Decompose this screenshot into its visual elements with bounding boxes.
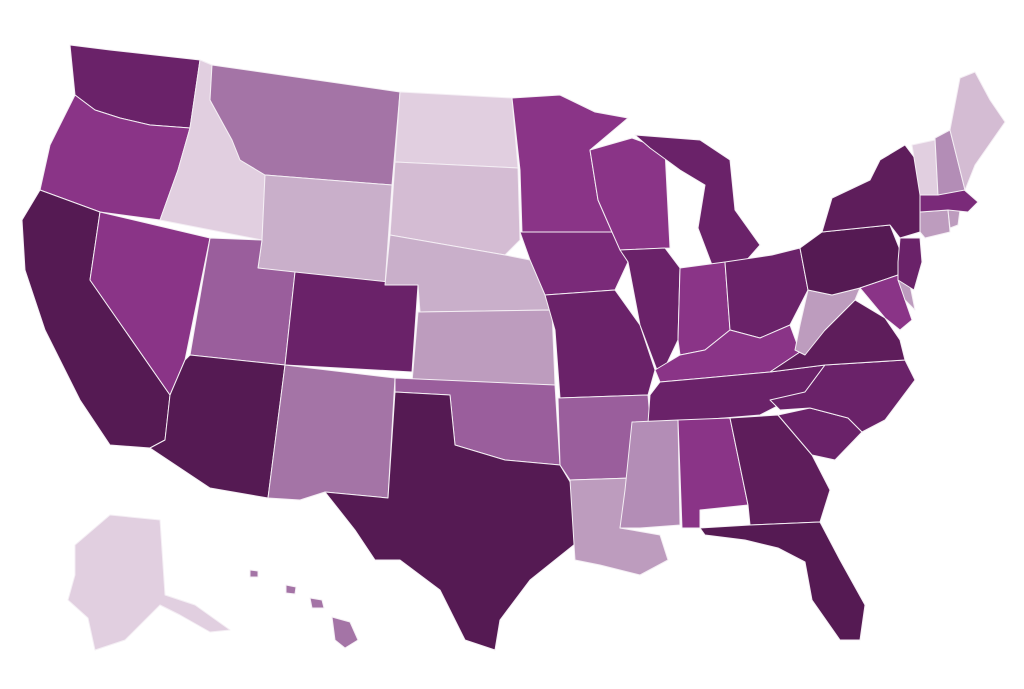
state-TX[interactable]	[324, 391, 581, 651]
state-NY[interactable]	[821, 144, 921, 239]
state-HI[interactable]	[331, 616, 359, 649]
state-ND[interactable]	[394, 91, 519, 169]
state-OH[interactable]	[724, 247, 809, 339]
state-NM[interactable]	[267, 364, 396, 501]
state-CT[interactable]	[919, 209, 951, 239]
state-KS[interactable]	[411, 309, 556, 386]
state-HI-kauai[interactable]	[249, 569, 259, 578]
state-NJ[interactable]	[897, 237, 923, 291]
state-AK[interactable]	[67, 514, 231, 651]
state-NC[interactable]	[769, 359, 916, 433]
state-SD[interactable]	[389, 161, 521, 256]
state-HI-maui[interactable]	[309, 597, 325, 609]
state-FL[interactable]	[699, 521, 866, 641]
state-IL[interactable]	[619, 247, 681, 379]
state-MO[interactable]	[544, 289, 656, 399]
state-ME[interactable]	[949, 71, 1006, 191]
state-WY[interactable]	[257, 174, 393, 286]
state-RI[interactable]	[947, 209, 961, 229]
state-CO[interactable]	[284, 271, 419, 373]
state-HI-oahu[interactable]	[285, 584, 297, 595]
